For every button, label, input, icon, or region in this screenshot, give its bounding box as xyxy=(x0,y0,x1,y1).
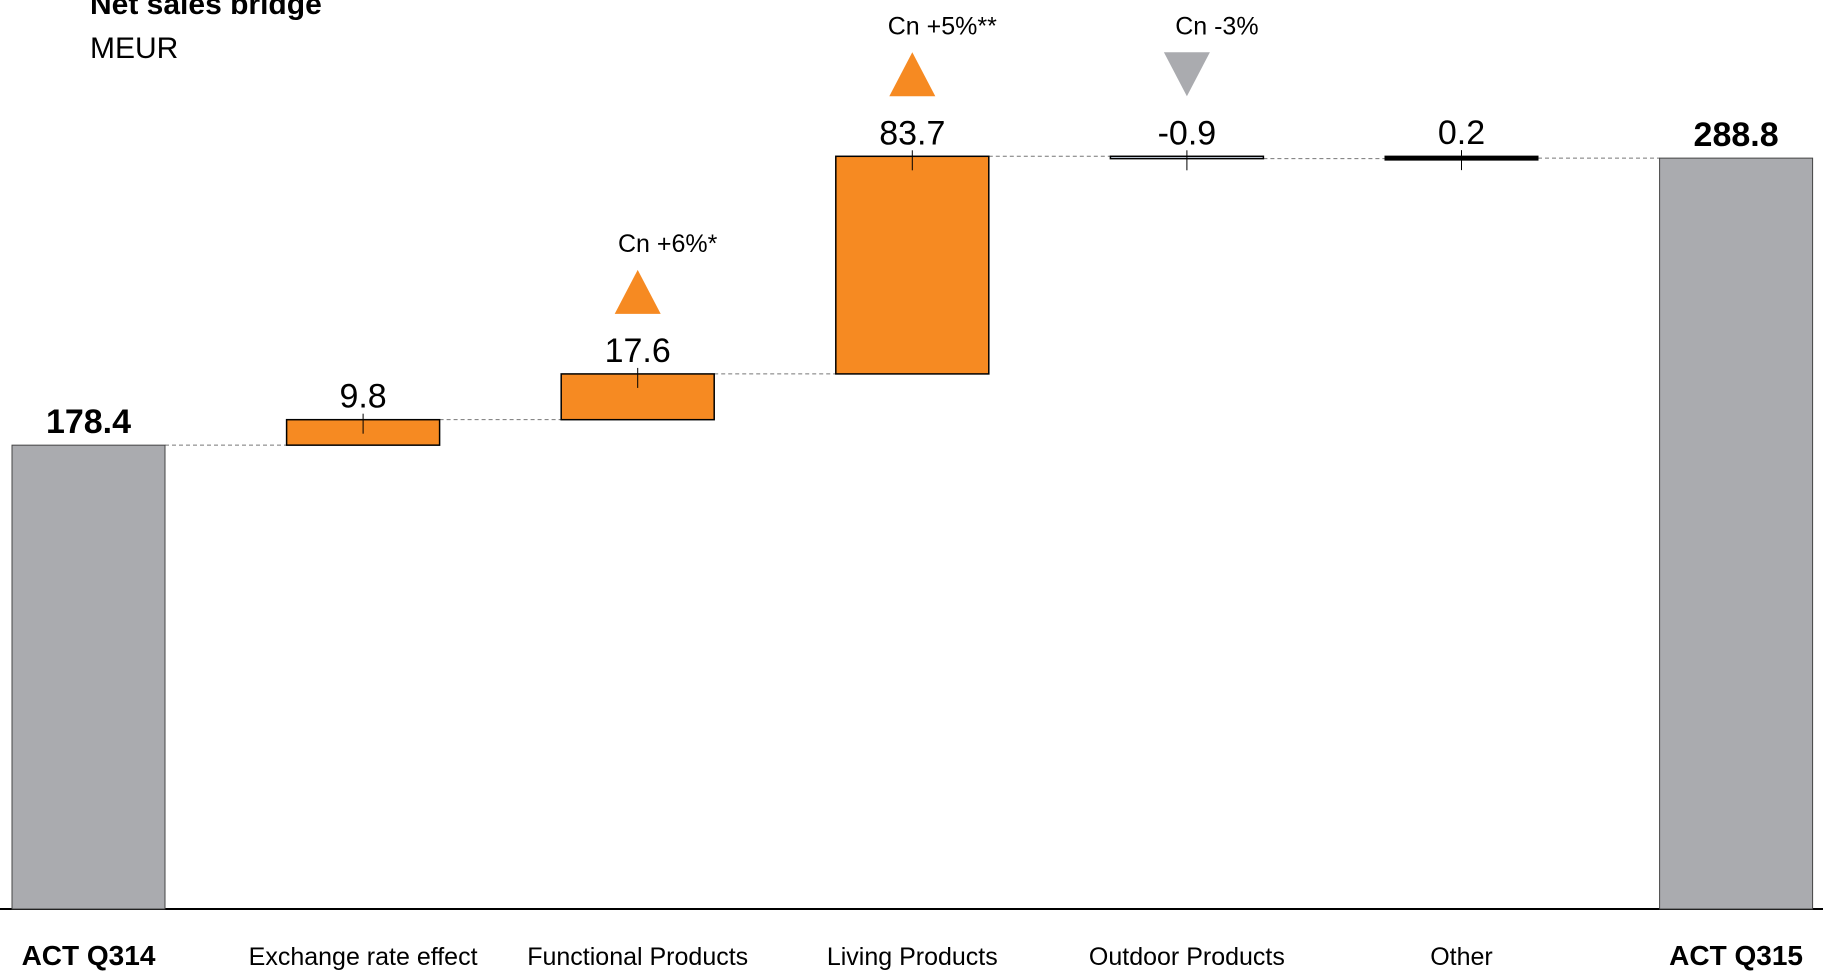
category-label: ACT Q315 xyxy=(1669,940,1803,971)
triangle-down-icon xyxy=(1163,52,1210,97)
value-label: 83.7 xyxy=(879,114,945,152)
value-label: 17.6 xyxy=(605,332,671,370)
bar-functional-products xyxy=(560,373,715,421)
category-label: Outdoor Products xyxy=(1089,943,1285,971)
category-label: ACT Q314 xyxy=(22,940,156,971)
value-label: 178.4 xyxy=(46,403,131,441)
value-label: 9.8 xyxy=(339,378,386,416)
triangle-up-icon xyxy=(614,269,661,314)
chart-title: Net sales bridge xyxy=(90,0,322,21)
value-label: 288.8 xyxy=(1694,116,1779,154)
category-label: Living Products xyxy=(827,943,998,971)
bar-act-q314 xyxy=(11,444,166,910)
category-label: Other xyxy=(1430,943,1493,971)
bar-act-q315 xyxy=(1659,157,1814,910)
category-label: Exchange rate effect xyxy=(249,943,478,971)
value-label: 0.2 xyxy=(1438,114,1485,152)
annotation-label: Cn -3% xyxy=(1175,12,1258,40)
annotation-label: Cn +6%* xyxy=(618,230,718,258)
bar-living-products xyxy=(835,155,990,375)
annotation-label: Cn +5%** xyxy=(888,12,997,40)
chart-subtitle: MEUR xyxy=(90,32,179,65)
value-label: -0.9 xyxy=(1158,114,1217,152)
triangle-up-icon xyxy=(889,52,936,97)
category-label: Functional Products xyxy=(527,943,748,971)
